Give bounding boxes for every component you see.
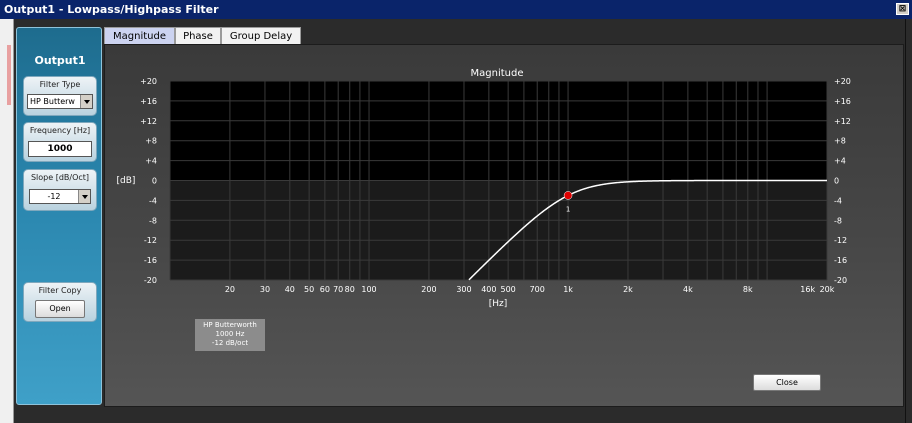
y-tick-label-right: -4 [834,196,842,205]
filter-info-box: HP Butterworth 1000 Hz -12 dB/oct [195,319,265,351]
lower-region [170,180,827,280]
tab-group-delay[interactable]: Group Delay [221,27,301,45]
x-tick-label: 500 [501,285,516,294]
filter-type-value: HP Butterw [30,97,75,106]
y-tick-label-left: +8 [145,137,157,146]
x-tick-label: 70 [333,285,343,294]
info-slope: -12 dB/oct [211,339,249,347]
x-axis-label: [Hz] [489,299,508,309]
x-tick-label: 80 [345,285,355,294]
frequency-input[interactable]: 1000 [28,141,92,157]
markers: 1 [563,191,573,213]
y-tick-label-right: +16 [834,97,851,106]
frequency-label: Frequency [Hz] [29,126,91,135]
slope-group: Slope [dB/Oct] -12 [23,169,97,211]
filter-copy-group: Filter Copy Open [23,282,97,322]
y-tick-label-right: +12 [834,117,851,126]
chevron-down-icon[interactable] [78,190,90,203]
x-tick-label: 100 [361,285,376,294]
y-tick-label-right: -20 [834,276,847,285]
y-tick-label-left: -20 [144,276,157,285]
y-tick-label-left: -12 [144,236,157,245]
magnitude-curve [468,179,827,281]
filter-copy-label: Filter Copy [38,286,82,295]
x-tick-label: 16k [800,285,815,294]
x-tick-label: 8k [743,285,753,294]
x-tick-label: 40 [285,285,295,294]
y-axis-label: [dB] [117,176,136,186]
close-button[interactable]: Close [753,374,821,391]
filter-type-label: Filter Type [39,80,81,89]
sidebar: Output1 Filter Type HP Butterw Frequency… [16,27,102,405]
slope-label: Slope [dB/Oct] [30,173,90,182]
filter-type-group: Filter Type HP Butterw [23,76,97,116]
filter-copy-open-button[interactable]: Open [35,300,85,318]
y-tick-label-right: -16 [834,256,847,265]
chevron-down-icon[interactable] [80,95,92,108]
window-close-icon[interactable]: ⊠ [896,3,909,15]
x-axis-ticks: 20 30 40 50 60 70 80 100 200 300 400 500 700 1k 2k 4k 8k… [225,285,835,294]
filter-type-select[interactable]: HP Butterw [27,94,93,109]
x-tick-label: 1k [563,285,573,294]
x-tick-label: 2k [623,285,633,294]
x-tick-label: 300 [456,285,471,294]
x-tick-label: 200 [421,285,436,294]
tab-magnitude[interactable]: Magnitude [104,27,175,45]
marker-label: 1 [566,205,570,213]
sidebar-title: Output1 [34,54,86,67]
slope-select[interactable]: -12 [29,189,91,204]
y-tick-label-left: -8 [149,216,157,225]
y-tick-label-right: +8 [834,137,846,146]
window-title: Output1 - Lowpass/Highpass Filter [4,3,219,16]
left-edge-strip [0,19,14,423]
window-right-border [905,19,906,423]
x-tick-label: 30 [260,285,270,294]
y-tick-label-right: -8 [834,216,842,225]
chart-title: Magnitude [471,68,524,79]
y-tick-label-left: +4 [145,157,157,166]
y-tick-label-right: -12 [834,236,847,245]
grid [169,80,828,281]
x-tick-label: 4k [683,285,693,294]
slope-value: -12 [47,192,61,201]
frequency-group: Frequency [Hz] 1000 [23,122,97,162]
x-tick-label: 50 [304,285,314,294]
y-tick-label-right: 0 [834,177,839,186]
info-filter-name: HP Butterworth [203,321,257,329]
x-tick-label: 700 [530,285,545,294]
y-axis-ticks: +20 +20 +16 +16 +12 +12 +8 +8 +4 +4 0 0 -4 -4 -8 -8 -12 -… [140,77,851,285]
y-tick-label-right: +4 [834,157,846,166]
y-tick-label-left: 0 [152,177,157,186]
y-tick-label-left: +16 [140,97,157,106]
x-tick-label: 20k [820,285,835,294]
y-tick-label-right: +20 [834,77,851,86]
tab-phase[interactable]: Phase [175,27,221,45]
info-frequency: 1000 Hz [215,330,245,338]
x-tick-label: 20 [225,285,235,294]
edge-marker [7,45,11,105]
x-tick-label: 400 [481,285,496,294]
y-tick-label-left: -4 [149,196,157,205]
y-tick-label-left: +12 [140,117,157,126]
x-tick-label: 60 [320,285,330,294]
title-bar: Output1 - Lowpass/Highpass Filter ⊠ [0,0,912,19]
y-tick-label-left: -16 [144,256,157,265]
filter-point-marker [563,191,573,200]
y-tick-label-left: +20 [140,77,157,86]
